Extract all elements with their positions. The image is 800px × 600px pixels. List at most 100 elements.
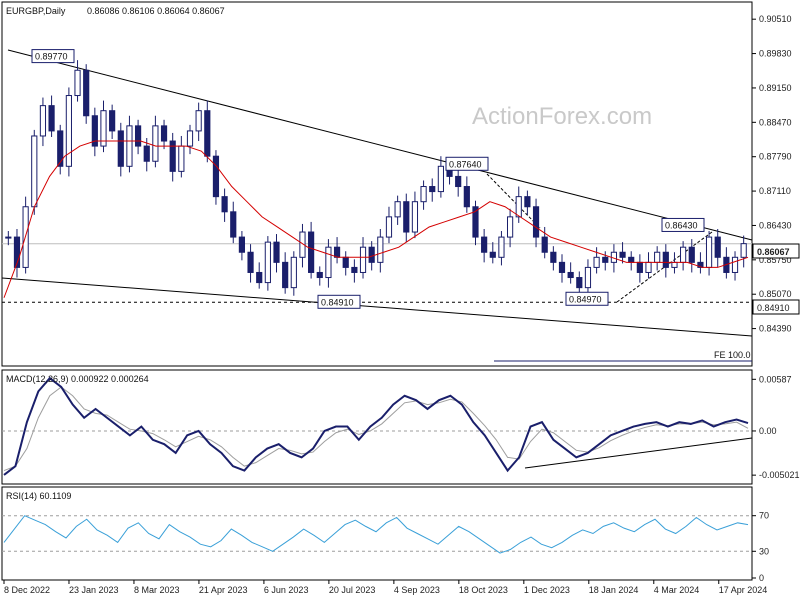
candle-body <box>169 140 176 172</box>
price-tick-label: 0.87790 <box>759 152 792 162</box>
candle <box>186 124 194 155</box>
current-price-tag: 0.86067 <box>752 243 800 259</box>
candle-body <box>411 201 419 233</box>
candle <box>221 188 228 222</box>
candle <box>411 191 419 239</box>
candle-body <box>403 201 410 233</box>
ohlc-header: 0.86086 0.86106 0.86064 0.86067 <box>87 6 225 16</box>
candle-body <box>541 236 548 253</box>
candle <box>541 226 548 259</box>
price-annotation: 0.89770 <box>31 49 75 64</box>
macd-tick-label: 0.00 <box>759 426 777 436</box>
price-tick-label: 0.90510 <box>759 14 792 24</box>
x-tick-label: 8 Mar 2023 <box>134 585 180 595</box>
price-annotation-box <box>445 156 489 171</box>
candle-body <box>636 261 643 273</box>
candle <box>532 198 540 248</box>
candle-body <box>212 155 220 198</box>
x-tick-label: 1 Dec 2023 <box>524 585 570 595</box>
x-tick-label: 18 Jan 2024 <box>589 585 639 595</box>
candle-body <box>359 246 367 273</box>
candle-body <box>576 277 583 289</box>
candle <box>65 87 72 177</box>
price-tick-label: 0.89830 <box>759 49 792 59</box>
candle <box>429 178 436 202</box>
candle-body <box>5 236 12 239</box>
candle-body <box>117 130 124 167</box>
candle <box>697 252 704 274</box>
candle-body <box>550 251 557 263</box>
candle-body <box>731 256 739 273</box>
candle-body <box>654 251 661 263</box>
x-tick-label: 18 Oct 2023 <box>459 585 508 595</box>
macd-trendline <box>524 437 753 469</box>
macd-signal-line <box>3 386 749 472</box>
candle-body <box>437 165 444 193</box>
moving-average-line <box>3 140 749 298</box>
price-y-axis: 0.90510 0.89830 0.89150 0.88470 0.87790 0.871… <box>752 14 792 334</box>
svg-text:0.86067: 0.86067 <box>757 247 790 257</box>
candle-body <box>680 246 687 263</box>
candle-body <box>325 246 332 279</box>
x-tick-label: 17 Apr 2024 <box>719 585 768 595</box>
candle-body <box>645 261 652 273</box>
price-labels: 0.89770 0.87640 0.86430 0.84970 0.84910 <box>31 49 705 309</box>
candle-body <box>178 145 185 172</box>
candle <box>558 254 566 283</box>
rsi-panel-frame <box>1 486 753 581</box>
candle <box>489 242 496 264</box>
candle-body <box>498 236 505 258</box>
candle <box>100 100 107 153</box>
candle-body <box>308 231 315 273</box>
candle-body <box>593 256 600 268</box>
candle-body <box>628 256 635 263</box>
x-tick-label: 6 Jun 2023 <box>264 585 309 595</box>
x-tick-label: 21 Apr 2023 <box>199 585 248 595</box>
candle <box>5 231 12 246</box>
price-annotation-box <box>317 294 361 309</box>
candle <box>576 271 583 296</box>
candle <box>316 266 323 286</box>
rsi-title: RSI(14) 60.1109 <box>6 491 71 501</box>
candle <box>498 231 505 266</box>
price-annotation-label: 0.86430 <box>665 220 698 230</box>
candle-body <box>39 105 47 137</box>
candle-body <box>463 186 470 208</box>
rsi-tick-label: 70 <box>759 511 769 521</box>
candle <box>256 262 263 289</box>
candle-body <box>472 206 479 238</box>
candle <box>109 104 116 140</box>
price-tick-label: 0.85750 <box>759 255 792 265</box>
svg-text:0.84910: 0.84910 <box>757 303 790 313</box>
candle-body <box>134 125 142 147</box>
candle-body <box>429 186 436 193</box>
candle-body <box>264 241 271 284</box>
rsi-y-axis: 70 30 0 <box>752 511 769 583</box>
candle <box>472 200 479 246</box>
price-annotation-box <box>661 217 705 232</box>
candle-body <box>688 246 695 263</box>
candle <box>13 228 21 278</box>
price-annotation-label: 0.87640 <box>449 159 482 169</box>
candle <box>688 239 695 273</box>
candle-body <box>83 69 90 117</box>
candle <box>247 244 254 283</box>
candle-body <box>342 256 349 268</box>
candle-body <box>489 251 496 258</box>
candle-body <box>290 256 297 289</box>
candle-body <box>109 110 116 132</box>
lower-trendline <box>1 277 753 337</box>
candle-body <box>186 130 194 147</box>
candle <box>359 237 367 279</box>
macd-tick-label: -0.005021 <box>759 470 800 480</box>
candle <box>437 156 444 198</box>
candle-body <box>273 241 280 263</box>
candle-body <box>282 261 289 289</box>
candle <box>567 262 574 284</box>
candle-body <box>195 110 202 132</box>
price-tick-label: 0.85070 <box>759 289 792 299</box>
candle-body <box>247 251 254 273</box>
candle <box>152 115 159 168</box>
x-tick-label: 4 Mar 2024 <box>654 585 700 595</box>
